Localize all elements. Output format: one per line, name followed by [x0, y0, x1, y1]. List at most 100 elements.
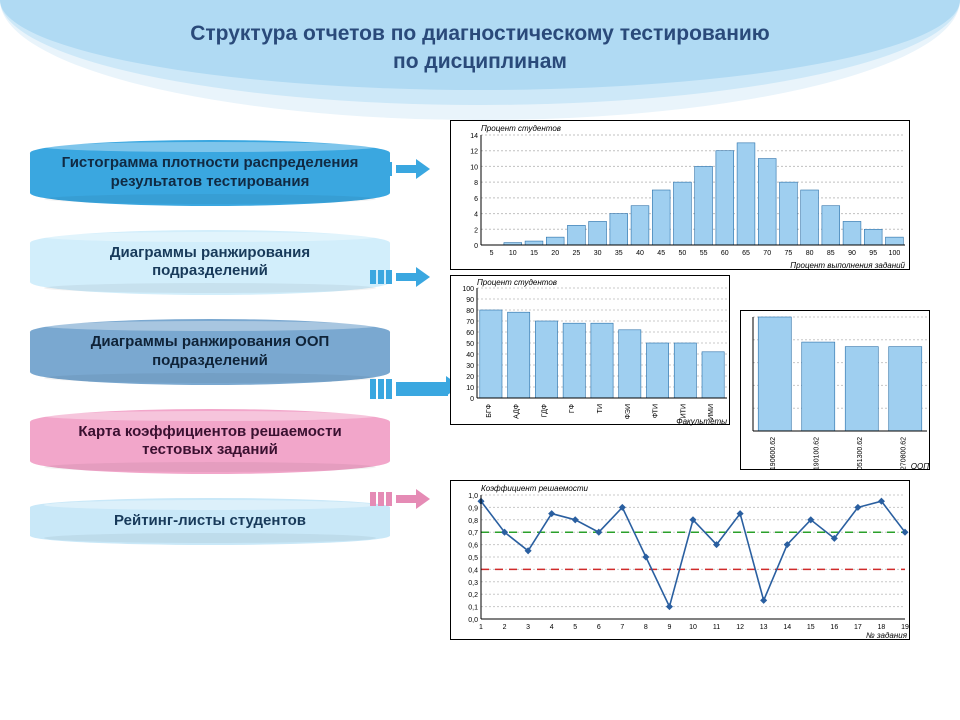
svg-text:14: 14 — [470, 133, 478, 140]
svg-text:100: 100 — [889, 250, 901, 257]
svg-text:190600.62: 190600.62 — [770, 437, 777, 470]
title-banner: Структура отчетов по диагностическому те… — [0, 0, 960, 120]
svg-text:12: 12 — [470, 149, 478, 156]
svg-text:0,5: 0,5 — [468, 555, 478, 562]
chart-bar: Процент студентов0102030405060708090100Б… — [450, 275, 730, 425]
svg-text:12: 12 — [736, 624, 744, 631]
svg-text:ФТИ: ФТИ — [653, 404, 660, 418]
svg-text:0,1: 0,1 — [468, 605, 478, 612]
svg-text:Процент студентов: Процент студентов — [477, 278, 557, 287]
svg-text:8: 8 — [474, 180, 478, 187]
svg-text:90: 90 — [466, 297, 474, 304]
report-type-pill-4: Рейтинг-листы студентов — [30, 498, 390, 545]
svg-text:ФЭИ: ФЭИ — [625, 404, 632, 419]
svg-text:1: 1 — [479, 624, 483, 631]
svg-text:10: 10 — [509, 250, 517, 257]
svg-text:8: 8 — [644, 624, 648, 631]
svg-text:80: 80 — [466, 308, 474, 315]
page-title: Структура отчетов по диагностическому те… — [0, 20, 960, 77]
svg-text:100: 100 — [462, 286, 474, 293]
svg-text:0,6: 0,6 — [468, 543, 478, 550]
svg-text:0: 0 — [474, 243, 478, 250]
svg-text:35: 35 — [615, 250, 623, 257]
svg-text:85: 85 — [827, 250, 835, 257]
svg-text:6: 6 — [474, 196, 478, 203]
svg-text:75: 75 — [785, 250, 793, 257]
svg-text:0,2: 0,2 — [468, 592, 478, 599]
svg-text:Процент студентов: Процент студентов — [481, 124, 561, 133]
svg-text:45: 45 — [657, 250, 665, 257]
svg-text:2: 2 — [503, 624, 507, 631]
svg-text:ТИ: ТИ — [597, 404, 604, 413]
svg-text:0,9: 0,9 — [468, 505, 478, 512]
report-type-pill-3: Карта коэффициентов решаемости тестовых … — [30, 409, 390, 475]
svg-text:Процент выполнения заданий: Процент выполнения заданий — [790, 261, 905, 270]
svg-text:15: 15 — [530, 250, 538, 257]
svg-text:051300.62: 051300.62 — [857, 437, 864, 470]
report-type-pill-1: Диаграммы ранжирования подразделений — [30, 230, 390, 296]
svg-text:№ задания: № задания — [866, 631, 908, 640]
chart-bar: 190600.62 190100.62 051300.62 270800.62 ООП — [740, 310, 930, 470]
svg-text:5: 5 — [573, 624, 577, 631]
svg-text:190100.62: 190100.62 — [813, 437, 820, 470]
title-line-1: Структура отчетов по диагностическому те… — [190, 22, 770, 45]
svg-text:БГФ: БГФ — [486, 404, 493, 418]
svg-text:60: 60 — [721, 250, 729, 257]
svg-text:4: 4 — [474, 212, 478, 219]
svg-text:АДФ: АДФ — [514, 404, 521, 419]
svg-text:15: 15 — [807, 624, 815, 631]
svg-text:1,0: 1,0 — [468, 493, 478, 500]
svg-text:14: 14 — [783, 624, 791, 631]
svg-text:60: 60 — [466, 330, 474, 337]
svg-text:16: 16 — [830, 624, 838, 631]
svg-text:2: 2 — [474, 227, 478, 234]
svg-text:70: 70 — [466, 319, 474, 326]
svg-text:Коэффициент решаемости: Коэффициент решаемости — [481, 484, 589, 493]
svg-text:80: 80 — [806, 250, 814, 257]
svg-text:65: 65 — [742, 250, 750, 257]
svg-text:40: 40 — [466, 352, 474, 359]
svg-text:50: 50 — [466, 341, 474, 348]
arrow-0 — [370, 160, 430, 178]
svg-text:ГДФ: ГДФ — [541, 404, 548, 417]
svg-text:3: 3 — [526, 624, 530, 631]
content-row: Гистограмма плотности распределения резу… — [0, 120, 960, 555]
svg-text:13: 13 — [760, 624, 768, 631]
arrow-2 — [370, 377, 460, 401]
svg-text:11: 11 — [713, 624, 720, 631]
svg-text:25: 25 — [573, 250, 581, 257]
title-line-2: по дисциплинам — [393, 50, 567, 73]
report-type-pill-0: Гистограмма плотности распределения резу… — [30, 140, 390, 206]
svg-text:10: 10 — [689, 624, 697, 631]
arrow-3 — [370, 490, 430, 508]
svg-text:95: 95 — [869, 250, 877, 257]
arrow-1 — [370, 268, 430, 286]
svg-text:30: 30 — [466, 363, 474, 370]
report-type-pill-2: Диаграммы ранжирования ООП подразделений — [30, 319, 390, 385]
svg-text:20: 20 — [466, 374, 474, 381]
svg-text:55: 55 — [700, 250, 708, 257]
svg-text:0,4: 0,4 — [468, 567, 478, 574]
charts-column: Процент студентов 0 2 4 6 8 10 12 14 5 10 15 20 25 30 3… — [400, 120, 940, 545]
svg-text:5: 5 — [490, 250, 494, 257]
svg-text:9: 9 — [667, 624, 671, 631]
svg-text:6: 6 — [597, 624, 601, 631]
svg-text:19: 19 — [901, 624, 909, 631]
svg-text:10: 10 — [470, 164, 478, 171]
pill-column: Гистограмма плотности распределения резу… — [30, 120, 390, 545]
svg-text:20: 20 — [551, 250, 559, 257]
svg-text:ООП: ООП — [911, 462, 929, 471]
svg-text:17: 17 — [854, 624, 862, 631]
svg-text:7: 7 — [620, 624, 624, 631]
svg-text:ГФ: ГФ — [569, 404, 576, 413]
svg-text:70: 70 — [763, 250, 771, 257]
svg-text:270800.62: 270800.62 — [900, 437, 907, 470]
svg-text:10: 10 — [466, 385, 474, 392]
svg-text:30: 30 — [594, 250, 602, 257]
svg-text:0,3: 0,3 — [468, 580, 478, 587]
svg-text:Факультеты: Факультеты — [676, 417, 727, 426]
svg-text:40: 40 — [636, 250, 644, 257]
chart-line: Коэффициент решаемости0,00,10,20,30,40,5… — [450, 480, 910, 640]
svg-text:0,7: 0,7 — [468, 530, 478, 537]
svg-text:0,8: 0,8 — [468, 518, 478, 525]
